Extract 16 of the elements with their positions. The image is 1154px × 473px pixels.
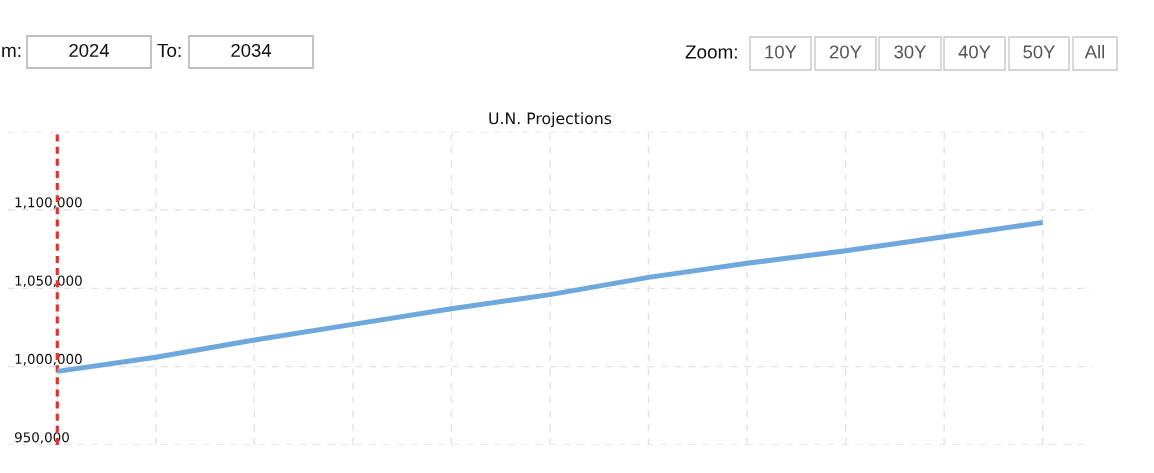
text: 2034 — [231, 43, 272, 57]
text: m: — [2, 46, 21, 57]
y-tick-label: 1,000,000 — [15, 353, 82, 366]
text: 50Y — [1023, 45, 1056, 59]
text: 40Y — [958, 45, 991, 59]
text: To: — [157, 43, 181, 58]
text: 10Y — [765, 45, 797, 59]
text: Zoom: — [685, 45, 737, 59]
text: 2024 — [69, 43, 110, 57]
text: All — [1084, 44, 1105, 59]
y-tick-label: 950,000 — [14, 432, 69, 444]
y-tick-label: 1,050,000 — [15, 275, 82, 288]
chart-title: U.N. Projections — [489, 112, 612, 128]
y-tick-label: 1,100,000 — [15, 197, 82, 209]
text: 20Y — [830, 45, 862, 59]
text: 30Y — [894, 45, 927, 59]
